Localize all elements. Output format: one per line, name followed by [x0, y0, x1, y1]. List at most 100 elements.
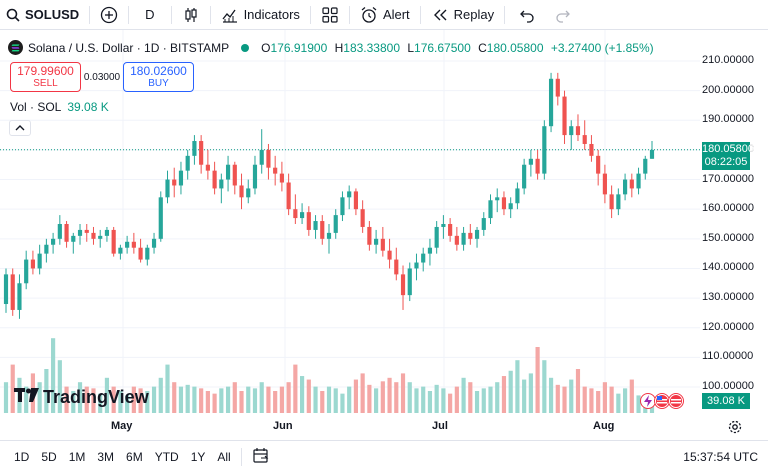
- candle-body: [273, 167, 278, 174]
- volume-bar: [273, 391, 278, 413]
- replay-button[interactable]: Replay: [425, 0, 500, 30]
- candle-body: [353, 191, 359, 210]
- volume-bar: [575, 369, 581, 413]
- symbol-title[interactable]: Solana / U.S. Dollar · 1D · BITSTAMP: [28, 40, 230, 55]
- volume-bar: [145, 391, 150, 413]
- range-button-5d[interactable]: 5D: [41, 450, 57, 464]
- candle-body: [495, 197, 500, 201]
- divider: [170, 5, 172, 24]
- range-button-6m[interactable]: 6M: [126, 450, 143, 464]
- volume-bar: [387, 377, 392, 413]
- price-tick-label: 210.00000: [702, 54, 754, 66]
- candlestick-series: [3, 72, 655, 319]
- alert-button[interactable]: Alert: [354, 0, 416, 30]
- volume-bar: [57, 360, 62, 413]
- candle-body: [461, 232, 466, 245]
- buy-price: 180.02600: [130, 63, 187, 78]
- symbol-search[interactable]: SOLUSD: [0, 0, 85, 30]
- volume-bars: [3, 338, 655, 413]
- candle-body: [515, 188, 520, 204]
- volume-bar: [239, 391, 244, 413]
- candle-body: [51, 238, 56, 245]
- range-button-1d[interactable]: 1D: [14, 450, 30, 464]
- sell-button[interactable]: 179.99600 SELL: [10, 62, 81, 92]
- divider: [348, 5, 350, 24]
- range-button-all[interactable]: All: [217, 450, 231, 464]
- candle-body: [535, 158, 540, 174]
- candle-body: [125, 241, 130, 248]
- candle-body: [427, 247, 433, 254]
- price-chart[interactable]: [0, 30, 768, 440]
- volume-bar: [636, 395, 641, 413]
- volume-bar: [44, 369, 49, 413]
- volume-bar: [481, 388, 486, 413]
- volume-bar: [562, 386, 567, 413]
- candle-body: [259, 149, 264, 165]
- tradingview-logo[interactable]: TradingView: [14, 386, 149, 409]
- candle-body: [239, 185, 244, 198]
- volume-bar: [185, 384, 190, 413]
- volume-bar: [51, 338, 56, 413]
- event-us-flag-icon[interactable]: [668, 393, 684, 409]
- candle-body: [555, 78, 560, 97]
- candle-body: [542, 126, 547, 174]
- volume-bar: [252, 388, 258, 413]
- volume-bar: [3, 382, 9, 413]
- candle-body: [219, 179, 224, 189]
- price-tick-label: 160.00000: [702, 202, 754, 215]
- candle-body: [481, 218, 486, 230]
- candle-body: [562, 96, 567, 136]
- close-label: C: [478, 40, 487, 55]
- buy-button[interactable]: 180.02600 BUY: [123, 62, 194, 92]
- volume-bar: [488, 386, 493, 413]
- candle-body: [199, 141, 204, 165]
- chart-type-button[interactable]: [176, 0, 206, 30]
- compare-button[interactable]: [94, 0, 124, 30]
- candle-body: [306, 212, 311, 230]
- volume-label[interactable]: Vol · SOL: [10, 100, 62, 114]
- candle-body: [192, 141, 197, 156]
- tradingview-mark-icon: [14, 386, 40, 409]
- redo-button[interactable]: [545, 0, 581, 30]
- candle-body: [609, 194, 614, 210]
- range-button-3m[interactable]: 3M: [97, 450, 115, 464]
- candle-body: [178, 170, 184, 186]
- collapse-legend-button[interactable]: [9, 120, 31, 136]
- candle-body: [528, 158, 533, 165]
- volume-bar: [508, 370, 513, 413]
- range-button-1m[interactable]: 1M: [68, 450, 86, 464]
- candle-body: [172, 179, 177, 186]
- range-button-ytd[interactable]: YTD: [154, 450, 179, 464]
- undo-button[interactable]: [509, 0, 545, 30]
- candle-body: [252, 164, 258, 189]
- volume-bar: [495, 382, 500, 413]
- candle-body: [91, 232, 96, 239]
- volume-bar: [266, 386, 271, 413]
- layouts-button[interactable]: [315, 0, 345, 30]
- events-markers[interactable]: [640, 393, 690, 411]
- candle-body: [37, 253, 42, 269]
- interval-button[interactable]: D: [145, 7, 155, 22]
- volume-bar: [380, 381, 385, 413]
- current-price-value: 180.05800: [702, 143, 754, 155]
- volume-bar: [555, 384, 560, 413]
- top-toolbar: SOLUSD D Indicators Alert Replay: [0, 0, 768, 30]
- utc-clock[interactable]: 15:37:54 UTC: [683, 450, 758, 464]
- symbol-name: SOLUSD: [25, 7, 80, 22]
- gear-icon: [728, 420, 742, 434]
- volume-bar: [299, 376, 305, 413]
- price-tick-label: 110.00000: [702, 350, 754, 363]
- candle-body: [118, 247, 123, 254]
- range-button-1y[interactable]: 1Y: [190, 450, 206, 464]
- go-to-date-button[interactable]: [246, 447, 276, 468]
- divider: [240, 448, 242, 466]
- event-us-flag-icon[interactable]: [654, 393, 670, 409]
- undo-icon: [520, 10, 534, 23]
- candle-body: [414, 262, 419, 269]
- indicators-button[interactable]: Indicators: [215, 0, 306, 30]
- chart-settings-button[interactable]: [728, 420, 742, 439]
- replay-label: Replay: [453, 7, 495, 22]
- solana-logo-icon: [8, 40, 23, 55]
- candle-body: [185, 155, 190, 171]
- volume-bar: [353, 379, 359, 413]
